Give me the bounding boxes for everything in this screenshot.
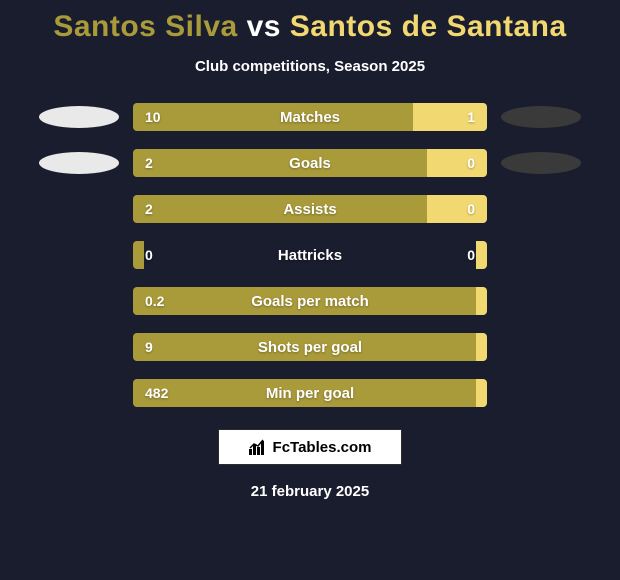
vs-text: vs [247,10,281,43]
stat-row: 10Matches1 [0,103,620,131]
stat-row: 0.2Goals per match [0,287,620,315]
stat-label: Assists [133,195,487,223]
stat-bar: 2Assists0 [133,195,487,223]
stat-row: 482Min per goal [0,379,620,407]
stat-bar: 9Shots per goal [133,333,487,361]
team-badge-right [501,336,581,358]
stat-label: Matches [133,103,487,131]
brand-text: FcTables.com [273,439,372,456]
team-badge-right [501,106,581,128]
stat-label: Shots per goal [133,333,487,361]
stat-label: Hattricks [133,241,487,269]
team-badge-right [501,198,581,220]
team-badge-left [39,382,119,404]
stat-bar: 2Goals0 [133,149,487,177]
team-badge-right [501,244,581,266]
stat-row: 2Goals0 [0,149,620,177]
stat-bar: 0Hattricks0 [133,241,487,269]
stat-row: 0Hattricks0 [0,241,620,269]
stats-container: 10Matches12Goals02Assists00Hattricks00.2… [0,103,620,407]
team-badge-left [39,290,119,312]
stat-label: Goals [133,149,487,177]
player1-name: Santos Silva [53,10,237,43]
subtitle: Club competitions, Season 2025 [0,58,620,75]
stat-value-right: 1 [467,103,475,131]
team-badge-left [39,152,119,174]
team-badge-left [39,198,119,220]
team-badge-left [39,244,119,266]
stat-label: Min per goal [133,379,487,407]
stat-row: 2Assists0 [0,195,620,223]
stat-value-right: 0 [467,241,475,269]
date-label: 21 february 2025 [0,483,620,500]
comparison-title: Santos Silva vs Santos de Santana [0,0,620,44]
stat-bar: 10Matches1 [133,103,487,131]
stat-bar: 0.2Goals per match [133,287,487,315]
stat-label: Goals per match [133,287,487,315]
team-badge-left [39,106,119,128]
stat-row: 9Shots per goal [0,333,620,361]
team-badge-left [39,336,119,358]
stat-value-right: 0 [467,195,475,223]
brand-badge: FcTables.com [218,429,402,465]
team-badge-right [501,290,581,312]
chart-icon [249,439,267,455]
player2-name: Santos de Santana [290,10,567,43]
stat-value-right: 0 [467,149,475,177]
stat-bar: 482Min per goal [133,379,487,407]
team-badge-right [501,152,581,174]
team-badge-right [501,382,581,404]
